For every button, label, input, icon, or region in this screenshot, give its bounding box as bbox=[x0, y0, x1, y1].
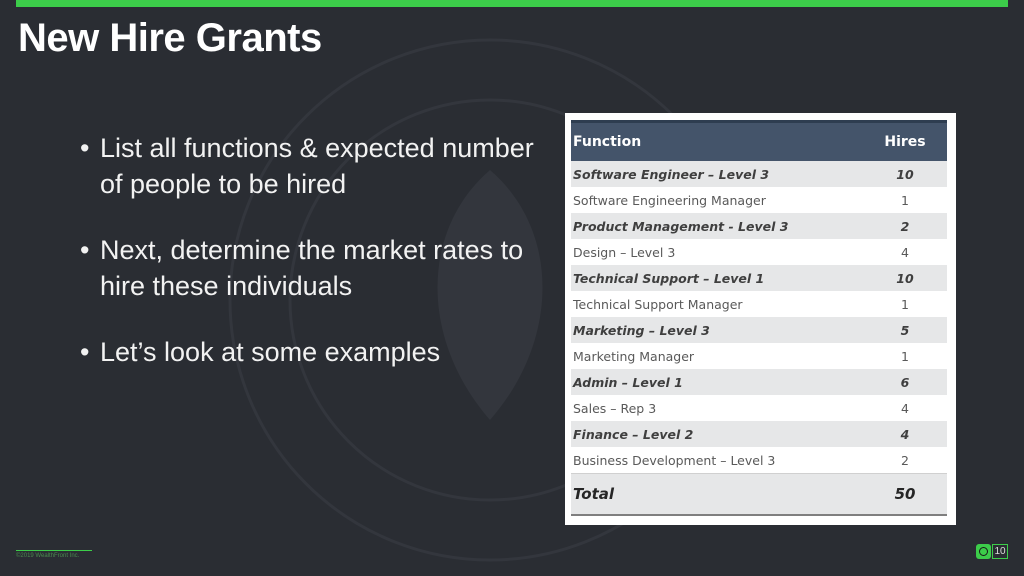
table-row: Marketing Manager 1 bbox=[571, 343, 947, 369]
cell-function: Marketing Manager bbox=[573, 348, 695, 364]
top-accent-bar bbox=[16, 0, 1008, 7]
cell-function: Business Development – Level 3 bbox=[573, 452, 776, 468]
bullet-list: List all functions & expected number of … bbox=[80, 130, 540, 400]
cell-function: Product Management - Level 3 bbox=[571, 213, 863, 239]
cell-hires: 6 bbox=[863, 369, 947, 395]
slide-number: 10 bbox=[992, 544, 1008, 559]
cell-function: Marketing – Level 3 bbox=[571, 317, 863, 343]
cell-hires: 2 bbox=[901, 452, 909, 468]
table-row: Software Engineering Manager 1 bbox=[571, 187, 947, 213]
cell-function: Finance – Level 2 bbox=[571, 421, 863, 447]
table-row: Design – Level 3 4 bbox=[571, 239, 947, 265]
slide-title: New Hire Grants bbox=[18, 16, 322, 60]
cell-hires: 10 bbox=[863, 161, 947, 187]
footer-copyright: ©2019 WealthFront Inc. bbox=[16, 553, 80, 559]
table-row: Business Development – Level 3 2 bbox=[571, 447, 947, 474]
table-row: Software Engineer – Level 3 10 bbox=[571, 161, 947, 187]
table-header-row: Function Hires bbox=[571, 120, 947, 161]
table-row: Sales – Rep 3 4 bbox=[571, 395, 947, 421]
cell-function: Admin – Level 1 bbox=[571, 369, 863, 395]
cell-function: Software Engineer – Level 3 bbox=[571, 161, 863, 187]
footer-divider bbox=[16, 550, 92, 551]
cell-hires: 1 bbox=[901, 348, 909, 364]
cell-hires: 2 bbox=[863, 213, 947, 239]
cell-hires: 10 bbox=[863, 265, 947, 291]
cell-hires: 4 bbox=[901, 244, 909, 260]
cell-hires: 4 bbox=[901, 400, 909, 416]
cell-function: Technical Support – Level 1 bbox=[571, 265, 863, 291]
cell-function: Sales – Rep 3 bbox=[573, 400, 657, 416]
total-label: Total bbox=[571, 473, 863, 516]
equity-logo-icon bbox=[976, 544, 991, 559]
cell-hires: 4 bbox=[863, 421, 947, 447]
table-body: Software Engineer – Level 3 10 Software En… bbox=[571, 161, 947, 516]
header-hires: Hires bbox=[863, 120, 947, 161]
table-row: Technical Support Manager 1 bbox=[571, 291, 947, 317]
cell-hires: 1 bbox=[901, 192, 909, 208]
cell-function: Technical Support Manager bbox=[573, 296, 743, 312]
total-value: 50 bbox=[863, 473, 947, 516]
cell-function: Design – Level 3 bbox=[573, 244, 676, 260]
bullet-item: List all functions & expected number of … bbox=[80, 130, 540, 202]
hires-table: Function Hires Software Engineer – Level… bbox=[571, 120, 947, 516]
cell-hires: 5 bbox=[863, 317, 947, 343]
bullet-item: Next, determine the market rates to hire… bbox=[80, 232, 540, 304]
hires-table-card: Function Hires Software Engineer – Level… bbox=[565, 113, 956, 525]
cell-function: Software Engineering Manager bbox=[573, 192, 766, 208]
bullet-item: Let’s look at some examples bbox=[80, 334, 540, 370]
table-total-row: Total 50 bbox=[571, 473, 947, 516]
table-row: Technical Support – Level 1 10 bbox=[571, 265, 947, 291]
header-function: Function bbox=[571, 120, 863, 161]
cell-hires: 1 bbox=[901, 296, 909, 312]
